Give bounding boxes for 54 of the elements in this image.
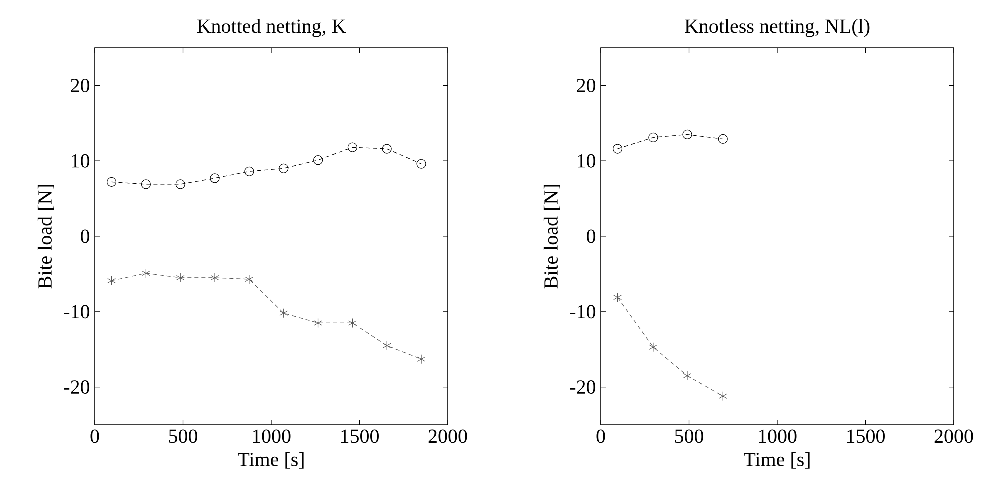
- point: [176, 180, 186, 190]
- x-tick-label: 500: [169, 430, 198, 444]
- chart-title: Knotless netting, NL(l): [685, 19, 870, 38]
- point: [244, 166, 254, 176]
- x-tick-label: 2000: [428, 430, 468, 444]
- y-axis-title: Bite load [N]: [544, 185, 560, 289]
- x-tick-label: 2000: [934, 430, 974, 444]
- point: [141, 180, 151, 190]
- point: [648, 132, 658, 143]
- y-tick-label: 10: [72, 154, 90, 168]
- y-tick-label: -10: [570, 305, 596, 319]
- point: [313, 156, 324, 166]
- y-tick-label: -20: [570, 380, 596, 394]
- point: [382, 341, 392, 351]
- point: [176, 273, 185, 283]
- y-tick-label: 0: [81, 230, 90, 244]
- point: [210, 174, 220, 184]
- point: [348, 142, 358, 152]
- point: [245, 274, 254, 284]
- x-tick-label: 1000: [759, 430, 797, 444]
- point: [314, 318, 322, 328]
- y-tick-label: 20: [577, 78, 596, 92]
- point: [210, 273, 220, 283]
- x-tick-label: 1500: [342, 430, 379, 444]
- point: [108, 276, 116, 286]
- point: [683, 371, 692, 381]
- point: [416, 159, 426, 169]
- x-tick-label: 500: [675, 430, 704, 444]
- point: [280, 308, 288, 318]
- point: [718, 134, 728, 144]
- chart-title: Knotted netting, K: [197, 19, 346, 38]
- point: [649, 342, 658, 352]
- point: [614, 292, 622, 302]
- y-axis-title: Bite load [N]: [38, 185, 54, 289]
- x-tick-label: 0: [596, 430, 606, 444]
- y-tick-label: 0: [587, 230, 596, 244]
- x-axis-title: Time [s]: [238, 452, 304, 469]
- point: [348, 318, 357, 328]
- y-tick-label: 20: [71, 78, 90, 92]
- point: [718, 392, 728, 402]
- point: [279, 164, 289, 174]
- x-tick-label: 0: [90, 430, 100, 444]
- point: [142, 268, 150, 278]
- x-axis-title: Time [s]: [744, 452, 810, 469]
- point: [382, 144, 392, 154]
- point: [612, 144, 623, 154]
- x-tick-label: 1500: [848, 430, 885, 444]
- point: [417, 354, 426, 364]
- point: [682, 130, 692, 140]
- x-tick-label: 1000: [253, 430, 291, 444]
- y-tick-label: -10: [64, 305, 90, 319]
- point: [106, 177, 117, 188]
- y-tick-label: 10: [578, 154, 596, 168]
- y-tick-label: -20: [64, 380, 90, 394]
